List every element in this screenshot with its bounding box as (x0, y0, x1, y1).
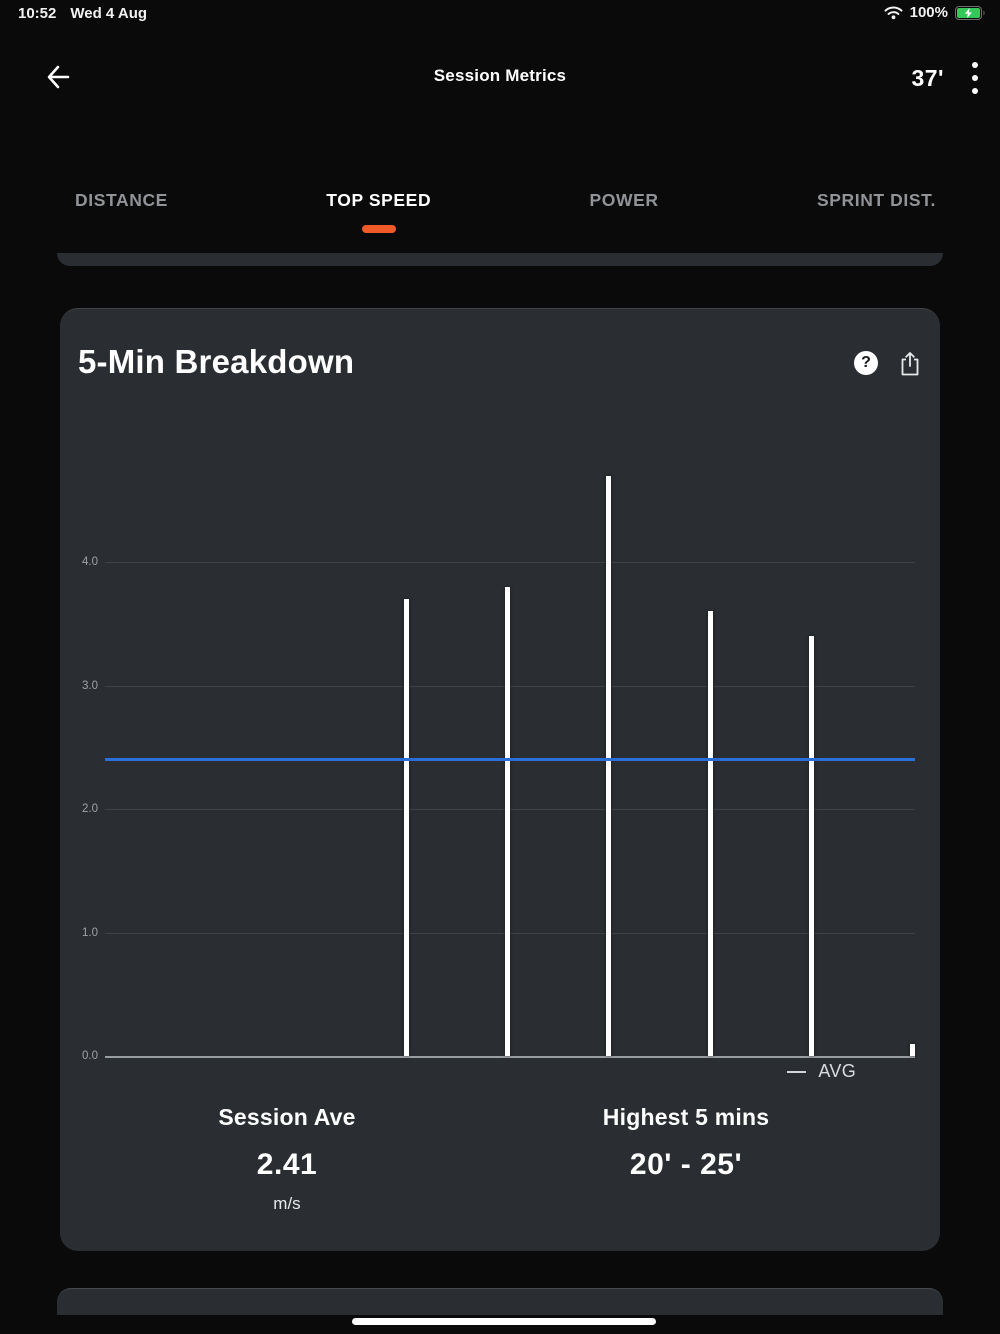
status-date: Wed 4 Aug (70, 5, 148, 22)
chart-gridline (105, 809, 915, 810)
tab-sprint-distance[interactable]: SPRINT DIST. (816, 190, 936, 210)
session-average-label: Session Ave (218, 1104, 356, 1130)
help-icon[interactable]: ? (854, 351, 878, 375)
avg-legend-label: AVG (818, 1061, 856, 1081)
chart-ytick-label: 1.0 (82, 926, 98, 939)
chart-bar (707, 611, 713, 1056)
chart-gridline (105, 685, 915, 687)
nav-bar: Session Metrics 37' (0, 50, 1000, 100)
chart-ytick-label: 2.0 (82, 803, 98, 815)
five-min-breakdown-chart: 0.0 1.0 2.0 3.0 4.0 (60, 309, 940, 1109)
highest-5-mins-label: Highest 5 mins (602, 1104, 770, 1130)
chart-ytick-label: 0.0 (82, 1050, 98, 1062)
highest-5-mins-stat: Highest 5 mins 20' - 25' (526, 1104, 846, 1182)
session-average-unit: m/s (273, 1194, 301, 1213)
chart-gridline (105, 1056, 915, 1058)
wifi-icon (884, 5, 903, 20)
chart-bar (505, 586, 510, 1056)
battery-percent: 100% (909, 4, 948, 21)
chart-ytick-label: 3.0 (82, 679, 98, 692)
chart-gridline (105, 562, 915, 563)
status-bar: 10:52 Wed 4 Aug 100% (0, 0, 1000, 28)
breakdown-card: 5-Min Breakdown ? 0.0 1.0 2.0 3.0 4.0 AVG Se… (60, 308, 940, 1251)
chart-bar (808, 636, 814, 1056)
session-duration-badge: 37' (911, 64, 944, 91)
page-title: Session Metrics (433, 66, 567, 85)
battery-charging-icon (955, 5, 986, 20)
home-indicator[interactable] (352, 1318, 656, 1325)
active-tab-indicator (361, 225, 396, 233)
share-icon[interactable] (898, 351, 922, 376)
previous-card-edge (57, 253, 943, 266)
session-average-stat: Session Ave 2.41 m/s (127, 1104, 447, 1214)
chart-bar (910, 1043, 915, 1056)
chart-gridline (105, 932, 915, 934)
chart-ytick-label: 4.0 (82, 556, 98, 568)
tab-top-speed[interactable]: TOP SPEED (326, 190, 431, 233)
back-arrow-icon[interactable] (44, 61, 76, 93)
chart-bar (403, 599, 409, 1056)
avg-legend-dash-icon (787, 1070, 807, 1073)
highest-5-mins-value: 20' - 25' (629, 1148, 743, 1181)
next-card-edge (57, 1288, 943, 1315)
metric-tabs: DISTANCE TOP SPEED POWER SPRINT DIST. (75, 190, 936, 233)
chart-bar (606, 475, 612, 1056)
tab-power[interactable]: POWER (589, 190, 659, 210)
chart-average-line (105, 758, 915, 762)
tab-distance[interactable]: DISTANCE (75, 190, 168, 210)
session-average-value: 2.41 (256, 1148, 318, 1181)
card-title: 5-Min Breakdown (78, 343, 355, 380)
status-time: 10:52 (18, 5, 57, 22)
kebab-menu-icon[interactable] (966, 58, 984, 98)
avg-legend: AVG (787, 1061, 856, 1082)
